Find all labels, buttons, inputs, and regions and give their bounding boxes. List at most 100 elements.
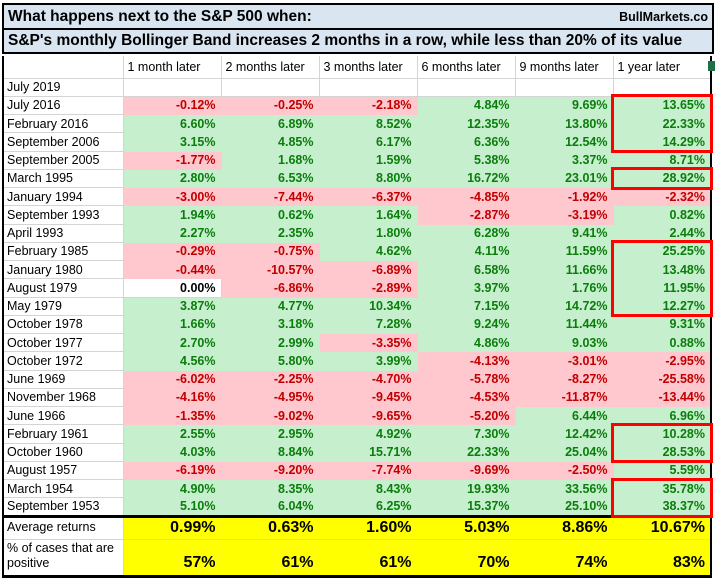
return-cell[interactable]: -7.74% xyxy=(319,461,418,481)
return-cell[interactable]: 2.35% xyxy=(221,224,320,243)
return-cell[interactable]: 3.37% xyxy=(515,151,614,170)
return-cell[interactable]: 15.71% xyxy=(319,443,418,462)
return-cell[interactable]: 7.28% xyxy=(319,315,418,335)
return-cell[interactable]: 4.92% xyxy=(319,424,418,444)
return-cell[interactable]: 6.96% xyxy=(613,406,712,426)
return-cell[interactable]: 4.62% xyxy=(319,242,418,262)
return-cell[interactable]: 14.29% xyxy=(613,132,712,152)
column-header[interactable]: 3 months later xyxy=(319,56,418,79)
column-header[interactable]: 9 months later xyxy=(515,56,614,79)
return-cell[interactable]: 9.41% xyxy=(515,224,614,243)
return-cell[interactable]: 9.69% xyxy=(515,96,614,116)
return-cell[interactable]: 15.37% xyxy=(417,497,516,517)
return-cell[interactable]: 11.59% xyxy=(515,242,614,262)
return-cell[interactable]: -1.35% xyxy=(123,406,222,426)
return-cell[interactable]: -2.18% xyxy=(319,96,418,116)
return-cell[interactable]: 9.24% xyxy=(417,315,516,335)
return-cell[interactable]: -9.69% xyxy=(417,461,516,481)
return-cell[interactable]: 4.85% xyxy=(221,132,320,152)
summary-value-cell[interactable]: 70% xyxy=(417,539,516,578)
row-label[interactable]: August 1957 xyxy=(3,461,124,481)
return-cell[interactable] xyxy=(613,78,712,97)
return-cell[interactable]: 23.01% xyxy=(515,169,614,189)
row-label[interactable]: June 1966 xyxy=(3,406,124,426)
return-cell[interactable]: 25.04% xyxy=(515,443,614,462)
return-cell[interactable]: 13.48% xyxy=(613,260,712,280)
return-cell[interactable]: -0.12% xyxy=(123,96,222,116)
return-cell[interactable]: 13.65% xyxy=(613,96,712,116)
return-cell[interactable]: -2.87% xyxy=(417,205,516,225)
return-cell[interactable]: 9.31% xyxy=(613,315,712,335)
return-cell[interactable]: 12.27% xyxy=(613,297,712,316)
return-cell[interactable]: 11.95% xyxy=(613,278,712,298)
return-cell[interactable]: -9.65% xyxy=(319,406,418,426)
return-cell[interactable]: 4.11% xyxy=(417,242,516,262)
return-cell[interactable]: 1.76% xyxy=(515,278,614,298)
summary-value-cell[interactable]: 10.67% xyxy=(613,514,712,540)
return-cell[interactable]: 11.66% xyxy=(515,260,614,280)
return-cell[interactable]: 2.99% xyxy=(221,333,320,353)
row-label[interactable]: September 2005 xyxy=(3,151,124,170)
return-cell[interactable]: -6.19% xyxy=(123,461,222,481)
selection-fill-handle-icon[interactable] xyxy=(708,61,715,71)
return-cell[interactable]: -4.70% xyxy=(319,370,418,389)
return-cell[interactable]: 6.25% xyxy=(319,497,418,517)
row-label[interactable]: January 1980 xyxy=(3,260,124,280)
return-cell[interactable]: -0.25% xyxy=(221,96,320,116)
return-cell[interactable]: -2.89% xyxy=(319,278,418,298)
return-cell[interactable]: 6.28% xyxy=(417,224,516,243)
summary-value-cell[interactable]: 83% xyxy=(613,539,712,578)
return-cell[interactable]: 4.77% xyxy=(221,297,320,316)
row-label[interactable]: June 1969 xyxy=(3,370,124,389)
return-cell[interactable]: 6.60% xyxy=(123,114,222,134)
summary-value-cell[interactable]: 61% xyxy=(319,539,418,578)
row-label[interactable]: August 1979 xyxy=(3,278,124,298)
return-cell[interactable]: 8.52% xyxy=(319,114,418,134)
return-cell[interactable]: -11.87% xyxy=(515,388,614,408)
return-cell[interactable]: -8.27% xyxy=(515,370,614,389)
return-cell[interactable]: -4.95% xyxy=(221,388,320,408)
return-cell[interactable]: 1.94% xyxy=(123,205,222,225)
return-cell[interactable]: 10.34% xyxy=(319,297,418,316)
return-cell[interactable]: 3.97% xyxy=(417,278,516,298)
return-cell[interactable]: 1.80% xyxy=(319,224,418,243)
return-cell[interactable]: -3.19% xyxy=(515,205,614,225)
return-cell[interactable]: 4.84% xyxy=(417,96,516,116)
return-cell[interactable]: 2.70% xyxy=(123,333,222,353)
return-cell[interactable]: -25.58% xyxy=(613,370,712,389)
return-cell[interactable]: 6.89% xyxy=(221,114,320,134)
return-cell[interactable]: 22.33% xyxy=(417,443,516,462)
return-cell[interactable]: -5.20% xyxy=(417,406,516,426)
column-header[interactable]: 2 months later xyxy=(221,56,320,79)
return-cell[interactable]: -2.95% xyxy=(613,351,712,371)
return-cell[interactable]: 3.18% xyxy=(221,315,320,335)
column-header[interactable]: 6 months later xyxy=(417,56,516,79)
return-cell[interactable]: 12.54% xyxy=(515,132,614,152)
return-cell[interactable]: -0.75% xyxy=(221,242,320,262)
return-cell[interactable]: 7.30% xyxy=(417,424,516,444)
return-cell[interactable]: -1.92% xyxy=(515,187,614,207)
return-cell[interactable]: 5.38% xyxy=(417,151,516,170)
row-label[interactable]: May 1979 xyxy=(3,297,124,316)
return-cell[interactable]: 38.37% xyxy=(613,497,712,517)
return-cell[interactable]: 12.42% xyxy=(515,424,614,444)
return-cell[interactable] xyxy=(417,78,516,97)
return-cell[interactable]: 9.03% xyxy=(515,333,614,353)
row-label[interactable]: February 2016 xyxy=(3,114,124,134)
row-label[interactable]: September 2006 xyxy=(3,132,124,152)
row-label[interactable]: April 1993 xyxy=(3,224,124,243)
return-cell[interactable]: 19.93% xyxy=(417,479,516,499)
row-label[interactable]: January 1994 xyxy=(3,187,124,207)
return-cell[interactable]: 6.36% xyxy=(417,132,516,152)
row-label[interactable]: October 1972 xyxy=(3,351,124,371)
return-cell[interactable]: 2.55% xyxy=(123,424,222,444)
return-cell[interactable]: 2.80% xyxy=(123,169,222,189)
return-cell[interactable]: 1.59% xyxy=(319,151,418,170)
row-label[interactable]: October 1960 xyxy=(3,443,124,462)
return-cell[interactable]: -2.25% xyxy=(221,370,320,389)
return-cell[interactable]: -2.32% xyxy=(613,187,712,207)
summary-value-cell[interactable]: 0.63% xyxy=(221,514,320,540)
row-label[interactable]: March 1995 xyxy=(3,169,124,189)
return-cell[interactable]: 6.44% xyxy=(515,406,614,426)
return-cell[interactable]: -4.85% xyxy=(417,187,516,207)
